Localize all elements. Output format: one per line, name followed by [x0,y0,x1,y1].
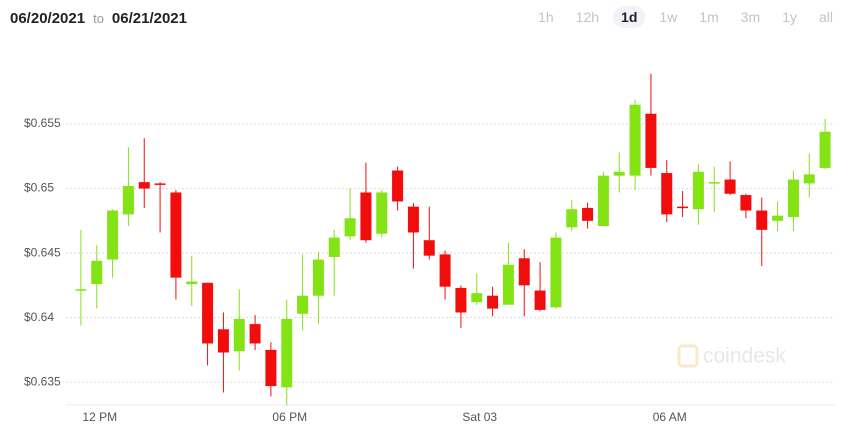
candle-body [534,290,546,310]
candle-body [677,206,689,209]
to-word: to [93,10,104,26]
x-tick-label: 06 PM [272,410,307,424]
candle-body [217,329,229,353]
range-selector: 1h 12h 1d 1w 1m 3m 1y all [530,6,841,28]
candle-body [138,182,150,189]
range-button[interactable]: 3m [740,9,761,25]
range-button[interactable]: 1h [538,9,554,25]
candle-body [376,192,388,234]
range-button[interactable]: 1m [699,9,719,25]
candle-body [249,324,261,344]
candle-body [724,179,736,194]
candle-body [407,206,419,233]
candle-body [566,209,578,228]
to-date: 06/21/2021 [111,9,187,27]
x-tick-label: 12 PM [82,410,117,424]
watermark-logo [677,344,699,368]
candle-body [613,171,625,176]
candle-body [708,182,720,184]
candle-body [281,318,293,388]
candle-body [819,131,831,168]
candle-body [756,210,768,230]
range-button[interactable]: 12h [575,9,600,25]
candle-body [392,170,404,202]
candle-body [360,192,372,241]
y-tick-label: $0.655 [24,116,61,130]
candle-body [107,210,119,260]
candle-body [344,218,356,237]
candle-body [439,254,451,287]
candle-body [661,173,673,215]
candle-body [471,293,483,303]
candle-body [629,104,641,176]
candle-body [91,260,103,285]
x-tick-label: 06 AM [653,410,687,424]
candle-body [803,174,815,184]
candle-body [312,259,324,296]
range-button[interactable]: 1w [659,9,678,25]
candle-body [186,281,198,285]
candle-body [170,192,182,278]
range-button[interactable]: 1d [613,6,646,28]
candle-body [582,207,594,221]
candle-body [487,295,499,309]
range-button[interactable]: 1y [782,9,797,25]
candle-body [202,282,214,344]
watermark: coindesk [677,344,786,368]
candle-body [502,264,514,305]
candle-body [772,215,784,221]
candle-body [423,240,435,256]
y-tick-label: $0.635 [24,374,61,388]
candle-body [154,183,166,185]
from-date: 06/20/2021 [10,9,86,27]
candle-body [518,258,530,286]
y-tick-label: $0.64 [24,310,54,324]
x-tick-label: Sat 03 [462,410,497,424]
range-button[interactable]: all [818,9,833,25]
candle-body [233,318,245,352]
candle-body [550,237,562,308]
candle-body [265,349,277,387]
candle-body [645,113,657,168]
date-range: 06/20/2021 to 06/21/2021 [10,6,187,30]
candle-body [122,185,134,215]
candle-body [597,175,609,227]
candle-body [455,287,467,313]
candle-body [787,179,799,217]
y-tick-label: $0.65 [24,181,54,195]
candle-body [740,195,752,211]
candle-body [297,295,309,314]
watermark-text: coindesk [703,345,786,368]
candle-body [692,171,704,210]
candle-body [328,237,340,257]
y-tick-label: $0.645 [24,245,61,259]
candle-body [75,289,87,291]
